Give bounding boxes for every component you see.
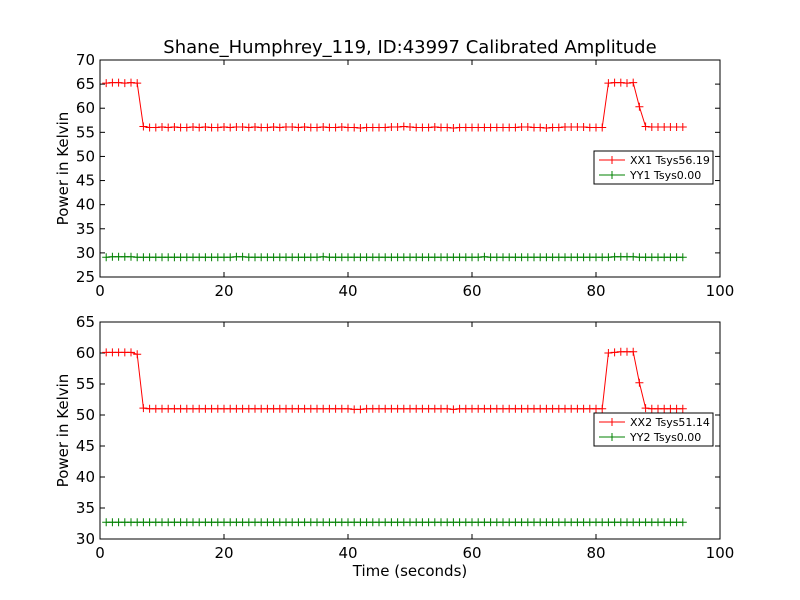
chart-1-y-tick-label: 35 [76, 499, 95, 517]
chart-0-series-0-point [598, 123, 607, 132]
chart-1-series-0-point [641, 404, 650, 413]
chart-0-x-tick-label: 0 [95, 282, 105, 300]
chart-1-y-tick-label: 50 [76, 406, 95, 424]
chart-1-legend-label: YY2 Tsys0.00 [629, 431, 701, 444]
chart-1-series-0-point [635, 378, 644, 387]
chart-0-y-tick-label: 70 [76, 51, 95, 69]
chart-1-series-0-point [629, 347, 638, 356]
chart-1-x-tick-label: 100 [706, 544, 735, 562]
chart-0-y-tick-label: 55 [76, 123, 95, 141]
chart-1-legend-label: XX2 Tsys51.14 [630, 416, 710, 429]
chart-0-y-tick-label: 65 [76, 75, 95, 93]
chart-0-y-tick-label: 30 [76, 244, 95, 262]
chart-1-series-0-point [344, 404, 352, 413]
chart-0-y-axis-label: Power in Kelvin [54, 112, 72, 226]
chart-0-series-0-point [635, 102, 644, 111]
chart-0-series-0-point [133, 79, 142, 88]
chart-0-series-1-point [678, 253, 687, 262]
chart-0-x-tick-label: 60 [462, 282, 481, 300]
chart-0-x-tick-label: 100 [706, 282, 735, 300]
chart-1-y-tick-label: 30 [76, 530, 95, 548]
chart-1-y-tick-label: 55 [76, 375, 95, 393]
chart-1-series-0-point [443, 404, 452, 413]
chart-1-series-0-point [127, 348, 135, 357]
chart-1-legend-marker [608, 418, 616, 426]
chart-0-legend: XX1 Tsys56.19 YY1 Tsys0.00 [593, 150, 714, 185]
chart-1-series-1-point [678, 518, 687, 527]
chart-0-series-0-point [139, 122, 148, 131]
chart-1-x-tick-label: 20 [214, 544, 233, 562]
chart-1-y-tick-label: 45 [76, 437, 95, 455]
chart-1-series-0-point [678, 404, 687, 413]
chart-0-legend-marker [608, 156, 616, 164]
chart-0-y-tick-label: 25 [76, 268, 95, 286]
chart-1-y-tick-label: 40 [76, 468, 95, 486]
chart-1-x-tick-label: 80 [586, 544, 605, 562]
chart-1-y-tick-label: 65 [76, 313, 95, 331]
chart-0-series-0-point [678, 123, 687, 132]
chart-1-x-tick-label: 40 [338, 544, 357, 562]
chart-0-x-tick-label: 20 [214, 282, 233, 300]
chart-1-series-0-point [449, 405, 458, 414]
chart-1-y-axis-label: Power in Kelvin [54, 374, 72, 488]
chart-1-legend-marker [608, 433, 616, 441]
chart-1-x-tick-label: 0 [95, 544, 105, 562]
chart-title: Shane_Humphrey_119, ID:43997 Calibrated … [163, 37, 656, 58]
chart-1-y-tick-label: 60 [76, 344, 95, 362]
chart-1-series-0-point [598, 404, 607, 413]
chart-1-series-0-point [133, 350, 142, 359]
chart-0-y-tick-label: 35 [76, 220, 95, 238]
chart-1-series-0-point [604, 349, 613, 357]
chart-1-legend: XX2 Tsys51.14 YY2 Tsys0.00 [593, 412, 714, 447]
chart-1-series-0-point [139, 404, 148, 413]
chart-0-y-tick-label: 50 [76, 147, 95, 165]
chart-0-x-tick-label: 80 [586, 282, 605, 300]
chart-1-legend-box [593, 412, 714, 447]
subplot-top: 0 20 40 60 80 100 25 30 35 40 45 50 55 60 65 70 Power in… [54, 51, 734, 300]
chart-0-legend-label: YY1 Tsys0.00 [629, 169, 701, 182]
chart-0-y-tick-label: 60 [76, 99, 95, 117]
chart-0-legend-label: XX1 Tsys56.19 [630, 154, 710, 167]
chart-0-legend-marker [608, 171, 616, 179]
chart-0-legend-box [593, 150, 714, 185]
chart-0-series-0-point [629, 78, 638, 87]
chart-0-y-tick-label: 45 [76, 172, 95, 190]
chart-1-series-0-point [610, 348, 619, 357]
chart-1-series-0-point [356, 405, 365, 414]
subplot-bottom: 0 20 40 60 80 100 30 35 40 45 50 55 60 65 Power in Kel… [54, 313, 734, 562]
x-axis-label: Time (seconds) [352, 562, 468, 580]
chart-0-x-tick-label: 40 [338, 282, 357, 300]
chart-1-x-tick-label: 60 [462, 544, 481, 562]
chart-0-y-tick-label: 40 [76, 196, 95, 214]
